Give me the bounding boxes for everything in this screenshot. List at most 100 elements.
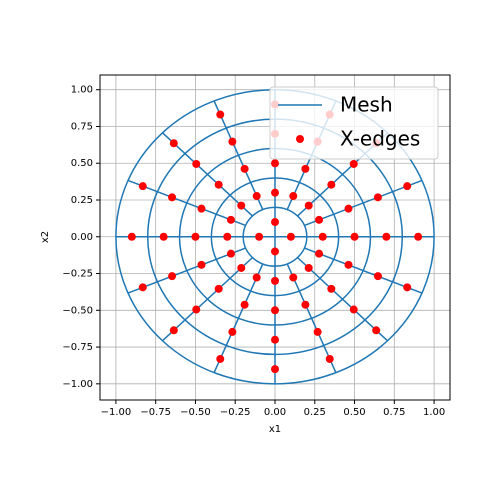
scatter-point bbox=[344, 204, 353, 213]
y-tick-label: 0.00 bbox=[71, 232, 93, 243]
scatter-point bbox=[228, 137, 237, 146]
scatter-point bbox=[271, 335, 279, 344]
scatter-point bbox=[414, 232, 423, 241]
scatter-point bbox=[318, 232, 327, 241]
x-tick-label: 0.00 bbox=[264, 407, 286, 418]
scatter-point bbox=[289, 273, 298, 282]
scatter-point bbox=[403, 283, 412, 292]
legend-label: Mesh bbox=[340, 93, 393, 117]
scatter-point bbox=[240, 300, 249, 309]
scatter-point bbox=[271, 159, 279, 168]
scatter-point bbox=[192, 305, 201, 314]
scatter-point bbox=[226, 215, 235, 224]
y-tick-label: −0.25 bbox=[62, 269, 93, 280]
mesh-edge bbox=[304, 247, 423, 294]
scatter-point bbox=[214, 180, 223, 189]
scatter-point bbox=[138, 283, 147, 292]
scatter-point bbox=[349, 305, 358, 314]
scatter-point bbox=[304, 263, 313, 272]
scatter-point bbox=[349, 159, 358, 168]
y-axis-label: x2 bbox=[40, 231, 51, 243]
scatter-point bbox=[223, 232, 232, 241]
scatter-point bbox=[271, 188, 279, 197]
scatter-point bbox=[216, 354, 225, 363]
scatter-point bbox=[168, 193, 177, 202]
scatter-point bbox=[327, 180, 336, 189]
x-tick-label: −0.25 bbox=[220, 407, 251, 418]
scatter-point bbox=[372, 326, 381, 335]
scatter-point bbox=[271, 218, 279, 227]
mesh-edge bbox=[286, 263, 337, 373]
y-tick-label: −1.00 bbox=[62, 379, 93, 390]
scatter-point bbox=[301, 164, 310, 173]
scatter-point bbox=[344, 260, 353, 269]
scatter-point bbox=[271, 276, 279, 285]
mesh-edge bbox=[213, 263, 264, 373]
mesh-edge bbox=[296, 256, 388, 342]
x-tick-label: 0.75 bbox=[383, 407, 405, 418]
mesh-edge bbox=[162, 132, 254, 217]
y-tick-label: −0.75 bbox=[62, 342, 93, 353]
scatter-point bbox=[301, 300, 310, 309]
scatter-point bbox=[197, 260, 206, 269]
y-tick-label: 0.50 bbox=[71, 158, 93, 169]
axes-frame bbox=[99, 74, 451, 401]
scatter-point bbox=[228, 327, 237, 336]
legend-label: X-edges bbox=[340, 127, 420, 151]
scatter-point bbox=[315, 215, 324, 224]
legend-marker bbox=[296, 135, 304, 143]
y-tick-label: 0.75 bbox=[71, 121, 93, 132]
scatter-point bbox=[373, 272, 382, 281]
scatter-point bbox=[216, 110, 225, 119]
scatter-point bbox=[192, 159, 201, 168]
scatter-point bbox=[252, 192, 261, 201]
scatter-point bbox=[191, 232, 200, 241]
x-tick-label: −0.75 bbox=[140, 407, 171, 418]
x-tick-label: −1.00 bbox=[101, 407, 132, 418]
scatter-point bbox=[255, 232, 264, 241]
scatter-point bbox=[289, 192, 298, 201]
scatter-point bbox=[214, 284, 223, 293]
scatter-point bbox=[286, 232, 295, 241]
scatter-point bbox=[240, 164, 249, 173]
scatter-point bbox=[325, 354, 334, 363]
mesh-edge bbox=[162, 256, 254, 342]
mesh-edge bbox=[127, 179, 246, 227]
scatter-point bbox=[315, 249, 324, 258]
scatter-point bbox=[168, 272, 177, 281]
mesh-edge bbox=[213, 100, 264, 210]
scatter-point bbox=[159, 232, 168, 241]
x-tick-label: 0.25 bbox=[304, 407, 326, 418]
x-tick-label: −0.50 bbox=[180, 407, 211, 418]
scatter-point bbox=[271, 365, 279, 374]
scatter-point bbox=[350, 232, 359, 241]
mesh-edge bbox=[127, 247, 246, 294]
scatter-point bbox=[169, 139, 178, 148]
scatter-point bbox=[169, 326, 178, 335]
y-tick-label: 0.25 bbox=[71, 195, 93, 206]
scatter-point bbox=[382, 232, 391, 241]
scatter-point bbox=[138, 182, 147, 191]
scatter-point bbox=[304, 201, 313, 210]
scatter-point bbox=[373, 193, 382, 202]
scatter-point bbox=[271, 306, 279, 315]
scatter-point bbox=[313, 327, 322, 336]
scatter-point bbox=[226, 249, 235, 258]
y-tick-label: 1.00 bbox=[71, 85, 93, 96]
scatter-point bbox=[403, 182, 412, 191]
mesh-edge bbox=[304, 179, 423, 227]
x-tick-label: 1.00 bbox=[423, 407, 445, 418]
scatter-point bbox=[237, 263, 246, 272]
scatter-point bbox=[271, 247, 279, 256]
scatter-point bbox=[127, 232, 136, 241]
y-tick-label: −0.50 bbox=[62, 305, 93, 316]
scatter-point bbox=[197, 204, 206, 213]
x-tick-label: 0.50 bbox=[343, 407, 365, 418]
x-axis-label: x1 bbox=[269, 424, 281, 435]
scatter-point bbox=[252, 273, 261, 282]
scatter-point bbox=[237, 201, 246, 210]
scatter-point bbox=[327, 284, 336, 293]
